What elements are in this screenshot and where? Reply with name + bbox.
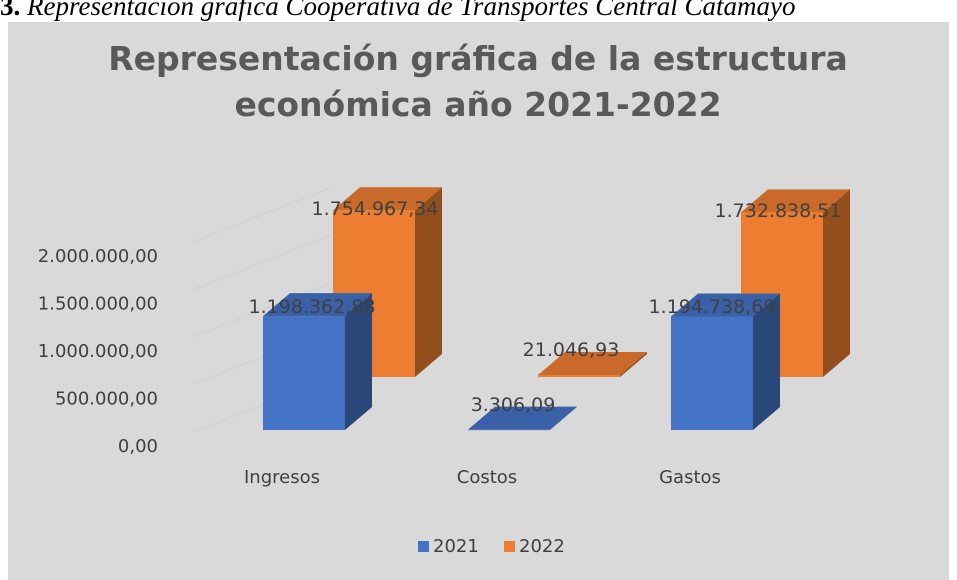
category-label-ingresos: Ingresos [244,467,320,488]
chart-title-line-2: económica año 2021-2022 [234,85,721,124]
data-label-2022: 1.732.838,51 [715,200,842,222]
legend-label-2021: 2021 [433,536,479,557]
y-tick-label: 500.000,00 [55,389,158,410]
gridline-2 [192,281,334,338]
caption-text: Representación gráfica Cooperativa de Tr… [27,0,796,21]
y-tick-label: 0,00 [118,436,158,457]
bar-2021-costos [468,429,550,431]
legend-swatch-2022 [504,541,515,552]
bar-2022-gastos-top [741,189,850,213]
data-label-2021: 1.194.738,69 [649,296,776,318]
gridline-4 [192,186,334,243]
bar-2021-gastos-top [671,293,780,317]
bar-2021-gastos [671,316,753,430]
data-label-2021: 1.198.362,88 [249,296,376,318]
caption-number: 3. [0,0,21,21]
data-label-2022: 1.754.967,34 [312,198,439,220]
data-label-2022: 21.046,93 [523,339,620,361]
bar-2022-costos [538,375,620,377]
category-label-costos: Costos [457,467,517,488]
y-tick-label: 1.500.000,00 [38,294,158,315]
chart-area: Representación gráfica de la estructura e… [8,22,949,580]
legend-label-2022: 2022 [519,536,565,557]
bar-2021-costos-top [468,406,577,430]
bar-2021-ingresos [263,316,345,430]
bar-2022-ingresos-side [415,187,442,377]
bar-2021-ingresos-side [345,293,372,430]
chart-svg: Representación gráfica de la estructura e… [38,39,850,557]
bar-2021-gastos-side [753,293,780,430]
category-label-gastos: Gastos [659,467,721,488]
bar-2022-costos-top [538,352,647,376]
bar-2021-costos-side [550,406,577,430]
y-tick-label: 1.000.000,00 [38,341,158,362]
bar-2021-ingresos-top [263,293,372,317]
figure-caption: 3. Representación gráfica Cooperativa de… [0,0,957,22]
data-label-2021: 3.306,09 [471,394,556,416]
bar-2022-gastos-side [823,189,850,377]
gridline-3 [192,234,334,290]
legend-swatch-2021 [418,541,429,552]
chart-title-line-1: Representación gráfica de la estructura [108,39,848,78]
bar-2022-ingresos-top [333,187,442,211]
bar-2022-costos-side [620,352,647,377]
y-tick-label: 2.000.000,00 [38,246,158,267]
